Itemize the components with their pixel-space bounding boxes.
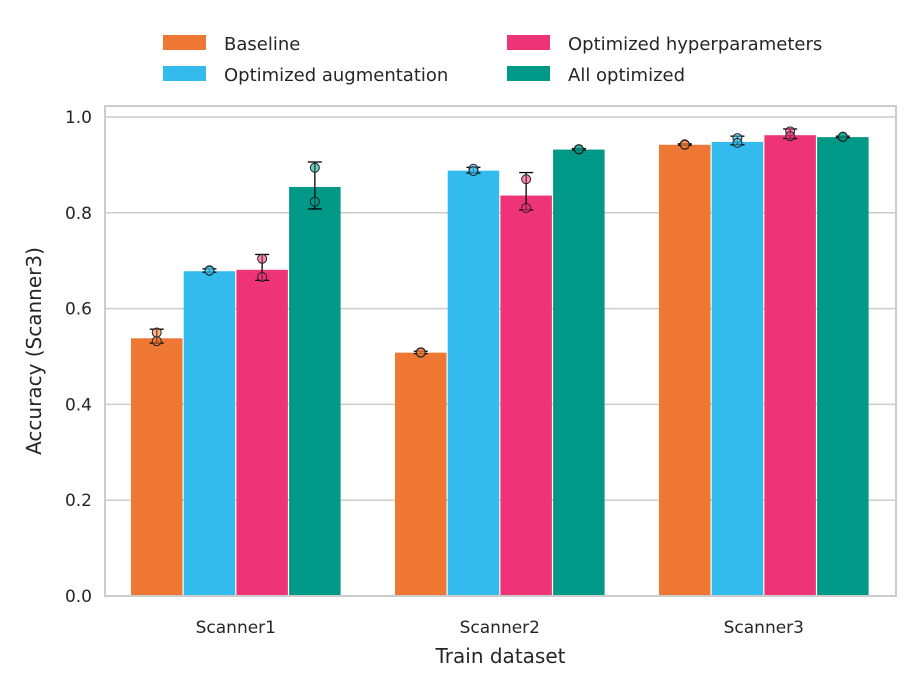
legend-swatch: [163, 35, 206, 50]
bar: [131, 338, 183, 596]
legend-label: Optimized hyperparameters: [568, 34, 822, 55]
data-point: [732, 137, 743, 148]
bar: [553, 149, 605, 596]
bar: [764, 135, 816, 596]
data-point: [521, 203, 532, 214]
data-point: [151, 336, 162, 347]
bar: [289, 186, 341, 596]
data-point: [151, 327, 162, 338]
x-tick-label: Scanner1: [196, 618, 276, 638]
data-point: [309, 196, 320, 207]
bar: [395, 352, 447, 596]
y-tick-labels: 0.0 0.2 0.4 0.6 0.8 1.0: [65, 108, 92, 607]
data-point: [257, 271, 268, 282]
bar: [183, 271, 236, 596]
legend-swatch: [507, 35, 550, 50]
legend-label: All optimized: [568, 65, 685, 86]
bar: [659, 144, 711, 597]
bar: [817, 137, 869, 597]
x-tick-labels: Scanner1 Scanner2 Scanner3: [196, 618, 804, 638]
legend: Baseline Optimized augmentation Optimized …: [163, 34, 822, 86]
data-point: [837, 131, 848, 142]
legend-label: Optimized augmentation: [224, 65, 448, 86]
data-point: [257, 253, 268, 264]
y-tick-label: 0.2: [65, 491, 92, 511]
plot-frame: [104, 105, 897, 597]
bar: [236, 269, 288, 596]
legend-swatch: [163, 66, 206, 81]
y-axis-label: Accuracy (Scanner3): [22, 247, 46, 455]
bar: [500, 195, 552, 596]
y-tick-label: 0.6: [65, 300, 92, 320]
bar: [447, 170, 500, 596]
legend-swatch: [507, 66, 550, 81]
data-points: [151, 126, 848, 358]
x-tick-label: Scanner3: [724, 618, 804, 638]
x-tick-label: Scanner2: [460, 618, 540, 638]
data-point: [785, 131, 796, 142]
y-tick-label: 0.8: [65, 204, 92, 224]
data-point: [679, 139, 690, 150]
data-point: [415, 347, 426, 358]
data-point: [468, 166, 479, 177]
y-tick-label: 0.4: [65, 395, 92, 415]
data-point: [309, 162, 320, 173]
y-tick-label: 0.0: [65, 587, 92, 607]
legend-label: Baseline: [224, 34, 300, 55]
bar: [711, 141, 764, 596]
bars: [131, 135, 869, 597]
y-tick-label: 1.0: [65, 108, 92, 128]
data-point: [521, 174, 532, 185]
data-point: [573, 144, 584, 155]
data-point: [204, 265, 215, 276]
x-axis-label: Train dataset: [435, 644, 566, 668]
